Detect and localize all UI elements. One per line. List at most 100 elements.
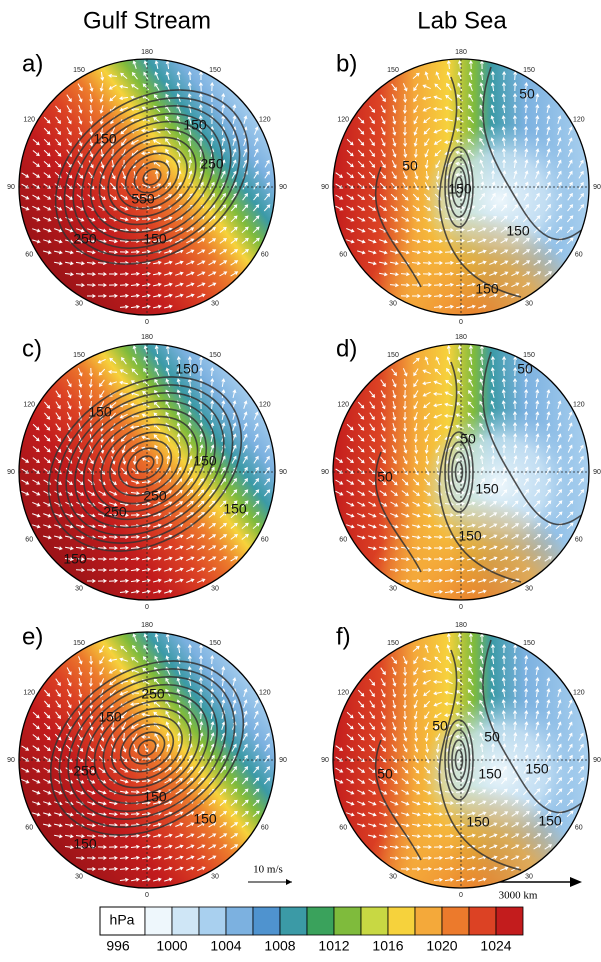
wind-vector: [152, 523, 162, 528]
wind-vector: [42, 823, 52, 828]
wind-vector: [197, 512, 205, 518]
wind-vector: [433, 391, 443, 396]
angle-label: 180: [141, 334, 153, 341]
wind-vector: [130, 702, 140, 707]
wind-vector: [380, 689, 386, 698]
wind-vector: [164, 866, 173, 871]
wind-vector: [455, 745, 465, 750]
wind-vector: [368, 800, 377, 806]
wind-vector: [391, 171, 397, 180]
wind-vector: [120, 755, 128, 763]
wind-vector: [253, 148, 259, 157]
wind-vector: [87, 228, 96, 233]
wind-vector: [335, 756, 344, 762]
wind-vector: [43, 228, 52, 233]
wind-vector: [379, 557, 388, 562]
angle-label: 150: [73, 640, 85, 647]
wind-vector: [402, 104, 407, 114]
wind-vector: [401, 228, 410, 233]
wind-vector: [130, 84, 139, 90]
wind-vector: [176, 422, 181, 432]
wind-vector: [130, 304, 140, 309]
wind-vector: [78, 105, 83, 114]
wind-vector: [544, 844, 553, 850]
wind-vector: [433, 380, 442, 385]
wind-vector: [567, 181, 573, 190]
wind-vector: [210, 400, 215, 410]
wind-vector: [533, 260, 542, 266]
wind-vector: [490, 422, 495, 431]
wind-vector: [455, 723, 465, 728]
wind-vector: [252, 777, 260, 785]
wind-vector: [557, 148, 562, 157]
wind-vector: [567, 466, 573, 475]
angle-label: 90: [7, 757, 15, 764]
angle-label: 0: [145, 604, 149, 611]
wind-vector: [86, 823, 96, 828]
wind-vector: [535, 400, 540, 410]
wind-vector: [578, 444, 584, 453]
wind-vector: [390, 800, 399, 806]
wind-vector: [230, 500, 238, 508]
wind-vector: [230, 534, 238, 540]
wind-vector: [357, 744, 365, 752]
angle-label: 120: [23, 401, 35, 408]
wind-vector: [391, 733, 397, 742]
contour: [135, 455, 155, 473]
wind-vector: [121, 722, 127, 731]
wind-vector: [132, 356, 138, 365]
wind-vector: [43, 711, 51, 719]
wind-vector: [86, 283, 96, 288]
wind-vector: [435, 644, 440, 653]
wind-vector: [422, 524, 432, 529]
wind-vector: [468, 378, 474, 387]
wind-vector: [489, 512, 498, 518]
wind-vector: [524, 732, 529, 742]
wind-vector: [444, 293, 454, 298]
contour-label: 150: [73, 836, 97, 852]
wind-vector: [121, 445, 126, 454]
contour: [374, 739, 422, 861]
wind-vector: [490, 400, 495, 409]
wind-vector: [130, 844, 140, 849]
wind-vector: [414, 732, 419, 742]
wind-vector: [153, 678, 161, 686]
wind-vector: [413, 467, 419, 476]
wind-vector: [455, 304, 465, 309]
wind-vector: [368, 778, 377, 784]
wind-vector: [511, 249, 520, 255]
wind-vector: [357, 468, 365, 475]
wind-vector: [400, 557, 410, 562]
wind-vector: [54, 513, 63, 518]
wind-vector: [467, 722, 475, 729]
wind-vector: [524, 422, 529, 432]
wind-vector: [368, 789, 377, 795]
contour: [63, 97, 241, 257]
map-border: [18, 58, 276, 316]
wind-vector: [141, 778, 151, 783]
wind-vector: [433, 589, 443, 594]
wind-vector: [489, 800, 498, 806]
wind-vector: [188, 433, 193, 443]
wind-vector: [133, 744, 138, 753]
wind-vector: [164, 767, 172, 773]
wind-vector: [556, 181, 562, 190]
contour-label: 50: [519, 86, 535, 102]
wind-vector: [64, 557, 74, 562]
wind-vector: [77, 456, 83, 464]
wind-vector: [513, 367, 518, 377]
wind-vector: [489, 216, 497, 222]
wind-vector: [335, 767, 344, 773]
wind-vector: [479, 444, 484, 453]
wind-vector: [335, 172, 344, 178]
wind-vector: [369, 105, 376, 113]
wind-vector: [455, 501, 465, 506]
wind-vector: [380, 667, 386, 676]
wind-vector: [119, 844, 129, 849]
wind-vector: [567, 170, 573, 179]
wind-vector: [130, 855, 140, 860]
wind-vector: [544, 248, 552, 255]
wind-vector: [422, 96, 431, 101]
wind-vector: [455, 446, 464, 451]
wind-vector: [380, 744, 387, 752]
